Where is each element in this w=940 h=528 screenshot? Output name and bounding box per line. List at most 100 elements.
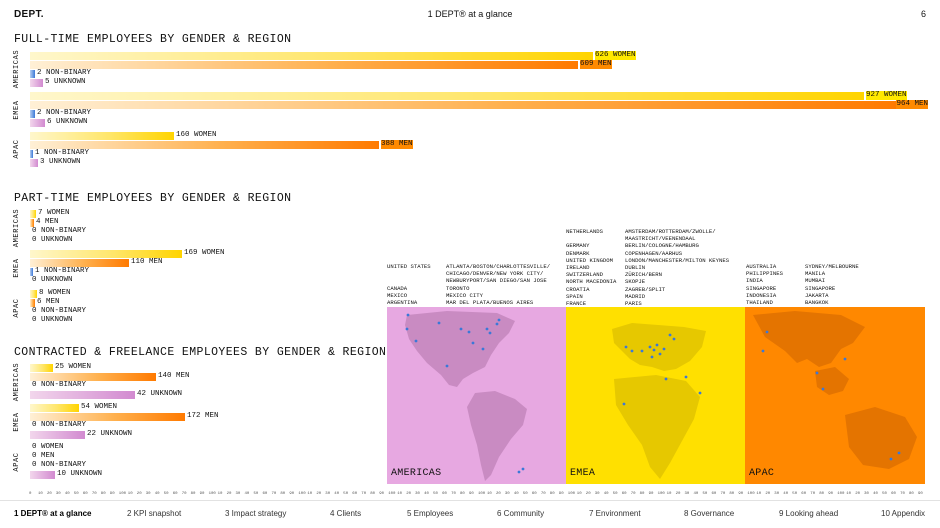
ruler-tick-label: 80 xyxy=(819,492,824,496)
parttime-bar-apac-women xyxy=(30,289,37,298)
ruler-tick-label: 40 xyxy=(604,492,609,496)
ruler-tick-label: 60 xyxy=(891,492,896,496)
ruler-tick-label: 20 xyxy=(137,492,142,496)
nav-item-5[interactable]: 5 Employees xyxy=(407,509,454,518)
emea-map-shape xyxy=(612,323,706,479)
ruler-tick-label: 30 xyxy=(774,492,779,496)
ruler-tick-label: 90 xyxy=(559,492,564,496)
apac-office-country: INDONESIA xyxy=(746,291,777,299)
nav-item-1[interactable]: 1 DEPT® at a glance xyxy=(14,509,92,518)
page-number: 6 xyxy=(920,9,926,19)
nav-item-3[interactable]: 3 Impact strategy xyxy=(225,509,287,518)
emea-office-country: DENMARK xyxy=(566,249,590,257)
parttime-label-americas-men: 4 MEN xyxy=(36,218,59,226)
parttime-bar-americas-men xyxy=(30,218,34,227)
ruler-tick-label: 80 xyxy=(191,492,196,496)
ruler-tick-label: 30 xyxy=(505,492,510,496)
ruler-tick-label: 30 xyxy=(864,492,869,496)
section-title-fulltime: FULL-TIME EMPLOYEES BY GENDER & REGION xyxy=(14,33,292,46)
nav-item-7[interactable]: 7 Environment xyxy=(589,509,641,518)
ruler-tick-label: 10 xyxy=(38,492,43,496)
ruler-tick-label: 100 xyxy=(568,492,576,496)
region-label-americas: AMERICAS xyxy=(13,362,21,402)
emea-office-city: MAASTRICHT/VEENENDAAL xyxy=(625,235,696,243)
apac-office-countries: AUSTRALIA PHILIPPINES INDIA SINGAPORE INDONE… xyxy=(746,263,783,306)
americas-office-country: UNITED STATES xyxy=(387,263,431,270)
ruler-tick-label: 80 xyxy=(729,492,734,496)
ruler-tick-label: 40 xyxy=(514,492,519,496)
ruler-tick-label: 50 xyxy=(164,492,169,496)
contracted-label-apac-men: 0 MEN xyxy=(32,452,55,460)
fulltime-bar-emea-nb xyxy=(30,109,35,118)
ruler-tick-label: 90 xyxy=(379,492,384,496)
ruler-tick-label: 50 xyxy=(703,492,708,496)
ruler-tick-label: 10 xyxy=(667,492,672,496)
contracted-bar-americas-unk xyxy=(30,390,135,399)
ruler-tick-label: 40 xyxy=(155,492,160,496)
ruler-tick-label: 10 xyxy=(846,492,851,496)
ruler-tick-label: 10 xyxy=(577,492,582,496)
ruler-tick-label: 30 xyxy=(685,492,690,496)
ruler-tick-label: 10 xyxy=(397,492,402,496)
contracted-label-americas-nb: 0 NON-BINARY xyxy=(32,381,87,389)
contracted-label-americas-men: 140 MEN xyxy=(158,372,190,380)
emea-office-city: LONDON/MANCHESTER/MILTON KEYNES xyxy=(625,256,730,264)
section-title-parttime: PART-TIME EMPLOYEES BY GENDER & REGION xyxy=(14,192,292,205)
parttime-label-americas-nb: 0 NON-BINARY xyxy=(32,227,87,235)
nav-item-4[interactable]: 4 Clients xyxy=(330,509,362,518)
ruler-tick-label: 60 xyxy=(263,492,268,496)
nav-item-8[interactable]: 8 Governance xyxy=(684,509,735,518)
apac-office-country: THAILAND xyxy=(746,299,773,307)
fulltime-label-emea-unk: 6 UNKNOWN xyxy=(47,118,88,126)
contracted-label-apac-women: 0 WOMEN xyxy=(32,443,64,451)
parttime-bar-emea-nb xyxy=(30,267,33,276)
ruler-tick-label: 60 xyxy=(173,492,178,496)
parttime-bar-emea-women xyxy=(30,249,182,258)
ruler-tick-label: 100 xyxy=(388,492,396,496)
nav-item-9[interactable]: 9 Looking ahead xyxy=(779,509,839,518)
emea-office-city: AMSTERDAM/ROTTERDAM/ZWOLLE/ xyxy=(625,228,716,235)
ruler-tick-label: 100 xyxy=(478,492,486,496)
americas-office-city: NEWBURYPORT/SAN DIEGO/SAN JOSE xyxy=(446,277,547,285)
americas-office-country: ARGENTINA xyxy=(387,299,418,307)
americas-office-city: TORONTO xyxy=(446,284,470,292)
fulltime-label-emea-nb: 2 NON-BINARY xyxy=(37,109,92,117)
ruler-tick-label: 90 xyxy=(110,492,115,496)
ruler-tick-label: 30 xyxy=(146,492,151,496)
nav-item-6[interactable]: 6 Community xyxy=(497,509,545,518)
fulltime-label-americas-unk: 5 UNKNOWN xyxy=(45,78,86,86)
fulltime-label-americas-men: 609 MEN xyxy=(580,60,612,69)
ruler-tick-label: 10 xyxy=(307,492,312,496)
americas-office-country: CANADA xyxy=(387,284,408,292)
contracted-bar-emea-unk xyxy=(30,430,85,439)
contracted-label-emea-unk: 22 UNKNOWN xyxy=(87,430,133,438)
contracted-label-americas-unk: 42 UNKNOWN xyxy=(137,390,183,398)
contracted-label-americas-women: 25 WOMEN xyxy=(55,363,92,371)
nav-item-10[interactable]: 10 Appendix xyxy=(881,509,926,518)
fulltime-bar-americas-men xyxy=(30,60,578,69)
americas-office-city: ATLANTA/BOSTON/CHARLOTTESVILLE/ xyxy=(446,263,551,270)
map-label-apac: APAC xyxy=(749,468,775,479)
ruler-tick-label: 10 xyxy=(218,492,223,496)
americas-office-country xyxy=(387,270,431,277)
fulltime-bar-apac-women xyxy=(30,131,174,140)
parttime-label-americas-women: 7 WOMEN xyxy=(38,209,70,217)
americas-office-country xyxy=(387,277,431,284)
apac-office-country: AUSTRALIA xyxy=(746,263,777,270)
apac-office-city: SINGAPORE xyxy=(805,284,836,292)
ruler-tick-label: 50 xyxy=(882,492,887,496)
region-label-apac: APAC xyxy=(13,452,21,472)
ruler-tick-label: 20 xyxy=(496,492,501,496)
ruler-tick-label: 40 xyxy=(424,492,429,496)
nav-item-2[interactable]: 2 KPI snapshot xyxy=(127,509,182,518)
emea-office-country: SWITZERLAND xyxy=(566,271,603,279)
region-label-apac: APAC xyxy=(13,139,21,159)
ruler-tick-label: 20 xyxy=(855,492,860,496)
apac-office-country: PHILIPPINES xyxy=(746,270,783,278)
contracted-bar-emea-women xyxy=(30,403,79,412)
apac-office-cities: SYDNEY/MELBOURNE MANILA MUMBAI SINGAPORE JAK… xyxy=(805,263,859,306)
contracted-bar-emea-men xyxy=(30,412,185,421)
dept-logo[interactable]: DEPT. xyxy=(14,9,44,20)
ruler-tick-label: 20 xyxy=(227,492,232,496)
ruler-tick-label: 20 xyxy=(316,492,321,496)
